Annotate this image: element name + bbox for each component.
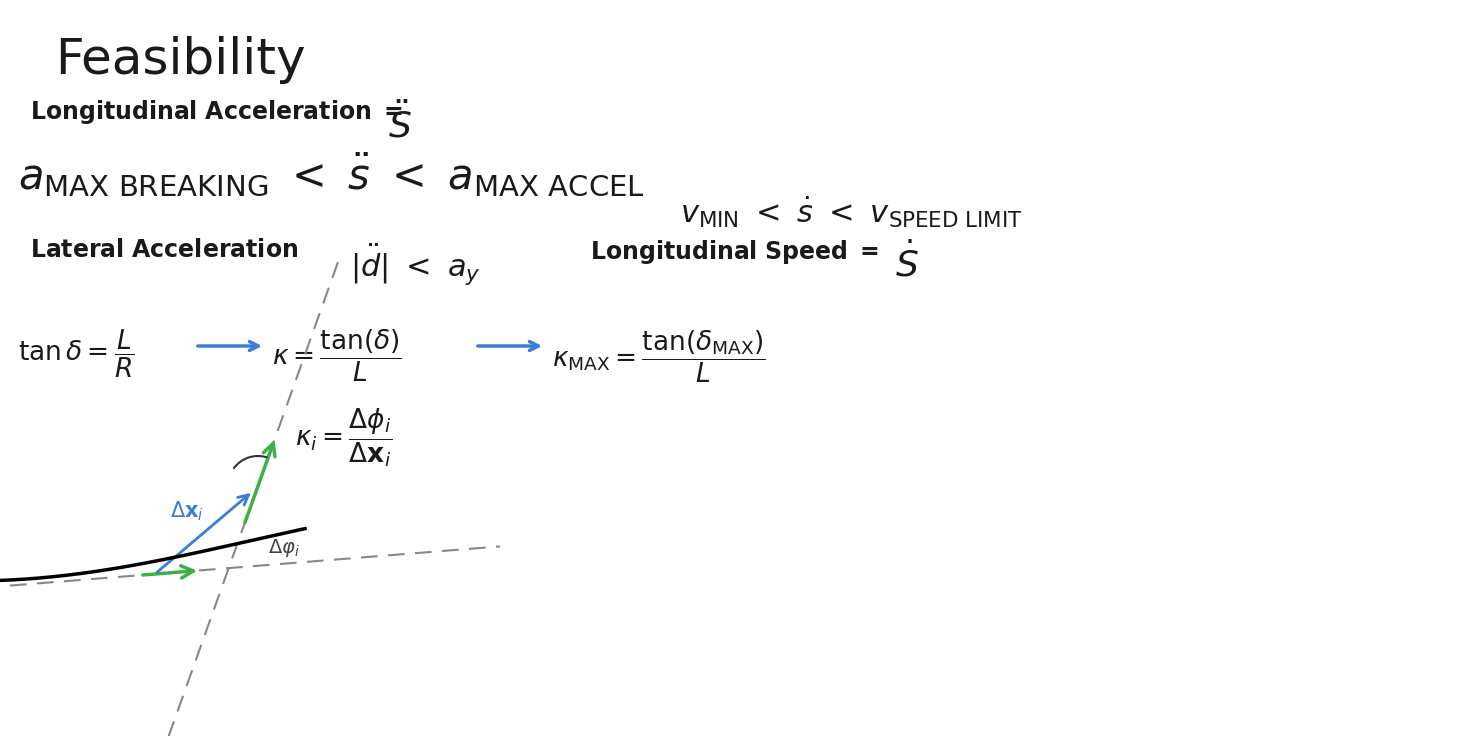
Text: $\mathbf{Longitudinal\ Acceleration\ =}$: $\mathbf{Longitudinal\ Acceleration\ =}$: [31, 98, 402, 126]
Text: $\tan\delta = \dfrac{L}{R}$: $\tan\delta = \dfrac{L}{R}$: [17, 328, 134, 381]
Text: $|\ddot{d}|\ <\ a_y$: $|\ddot{d}|\ <\ a_y$: [350, 242, 481, 288]
Text: $\mathit{a}_{\mathrm{MAX\ BREAKING}}\ <\ \ddot{s}\ <\ \mathit{a}_{\mathrm{MAX\ A: $\mathit{a}_{\mathrm{MAX\ BREAKING}}\ <\…: [17, 151, 644, 199]
Text: $\Delta\mathbf{x}_i$: $\Delta\mathbf{x}_i$: [171, 499, 204, 523]
Text: $\kappa_{\mathrm{MAX}} = \dfrac{\tan(\delta_{\mathrm{MAX}})}{L}$: $\kappa_{\mathrm{MAX}} = \dfrac{\tan(\de…: [553, 328, 765, 385]
Text: $\Delta\varphi_i$: $\Delta\varphi_i$: [268, 537, 300, 559]
Text: Feasibility: Feasibility: [55, 36, 306, 84]
Text: $\mathbf{Longitudinal\ Speed\ =}$: $\mathbf{Longitudinal\ Speed\ =}$: [590, 238, 879, 266]
Text: $\mathbf{Lateral\ Acceleration}$: $\mathbf{Lateral\ Acceleration}$: [31, 238, 299, 262]
Text: $\kappa = \dfrac{\tan(\delta)}{L}$: $\kappa = \dfrac{\tan(\delta)}{L}$: [273, 328, 402, 384]
Text: $\dot{S}$: $\dot{S}$: [895, 242, 919, 283]
Text: $v_{\mathrm{MIN}}\ <\ \dot{s}\ <\ v_{\mathrm{SPEED\ LIMIT}}$: $v_{\mathrm{MIN}}\ <\ \dot{s}\ <\ v_{\ma…: [679, 194, 1024, 230]
Text: $\ddot{S}$: $\ddot{S}$: [388, 102, 411, 144]
Text: $\kappa_i = \dfrac{\Delta\phi_i}{\Delta\mathbf{x}_i}$: $\kappa_i = \dfrac{\Delta\phi_i}{\Delta\…: [295, 406, 392, 469]
